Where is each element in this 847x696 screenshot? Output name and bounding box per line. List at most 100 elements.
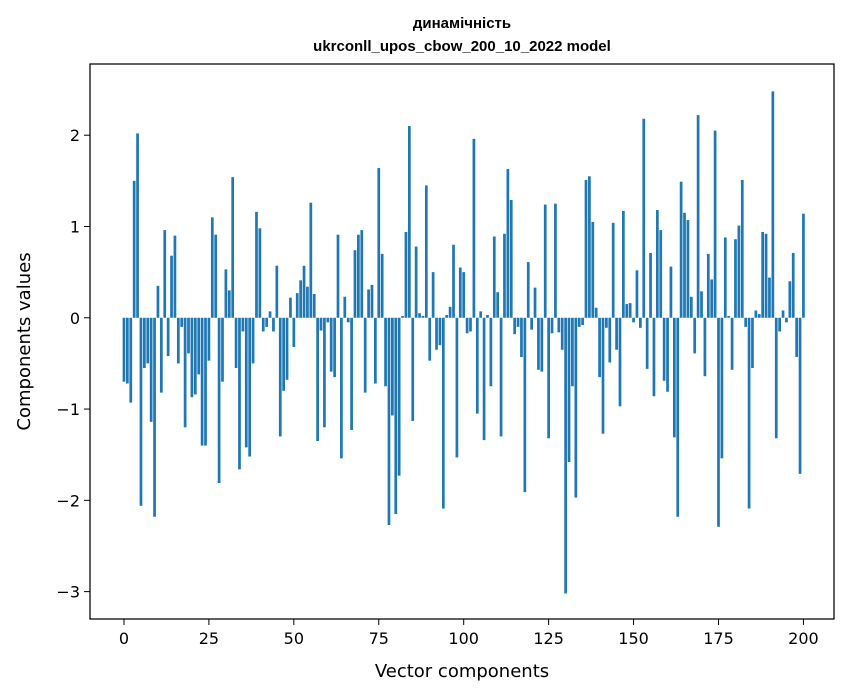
bar	[635, 270, 639, 318]
bar	[421, 315, 425, 318]
bar	[730, 317, 734, 370]
bar	[173, 235, 177, 318]
bar	[343, 296, 347, 318]
bar	[193, 317, 197, 395]
bar	[666, 317, 669, 392]
bar	[424, 185, 428, 318]
bar	[564, 317, 567, 594]
bar	[642, 118, 646, 318]
bar	[785, 317, 788, 323]
bar	[149, 317, 153, 422]
bar	[336, 234, 340, 318]
bar	[435, 317, 438, 350]
bar	[520, 317, 523, 358]
bar	[533, 287, 537, 318]
bar	[676, 317, 680, 517]
bar	[588, 176, 591, 318]
chart-title-line-1: динамічність	[413, 15, 511, 32]
bar	[506, 168, 510, 318]
bar	[526, 262, 530, 318]
bar	[306, 286, 309, 318]
bar	[238, 317, 241, 470]
bar	[652, 317, 656, 397]
bar	[363, 317, 367, 393]
bar	[475, 317, 479, 414]
bar	[265, 317, 269, 327]
bar	[251, 317, 255, 364]
bar	[210, 217, 214, 318]
x-tick-label: 125	[533, 629, 564, 648]
bar	[503, 233, 506, 318]
bar	[139, 317, 143, 506]
bar	[445, 315, 449, 318]
bar	[761, 231, 765, 318]
bar	[543, 204, 547, 318]
bar	[679, 181, 683, 318]
bar	[323, 317, 326, 428]
bar	[333, 317, 336, 378]
bar	[744, 317, 748, 327]
bar	[258, 228, 262, 318]
x-tick-label: 200	[788, 629, 819, 648]
bar	[781, 310, 785, 318]
bar	[669, 266, 673, 318]
bar	[204, 317, 207, 446]
bar	[255, 211, 258, 318]
bar	[397, 317, 401, 476]
bar	[350, 317, 353, 431]
bar	[757, 314, 761, 318]
bar	[693, 317, 697, 354]
bar	[683, 212, 686, 318]
bar	[611, 222, 615, 318]
bar	[455, 317, 459, 458]
bar	[377, 168, 381, 318]
bar	[404, 231, 408, 318]
y-tick-label: −2	[56, 491, 80, 510]
bar	[272, 317, 275, 332]
bar	[411, 317, 415, 421]
bar	[316, 317, 319, 441]
bar	[261, 317, 265, 332]
bar	[717, 317, 720, 527]
bar	[458, 267, 462, 318]
bar	[768, 277, 771, 318]
bar	[486, 315, 489, 318]
bar	[387, 317, 391, 525]
bar	[224, 269, 228, 318]
bar	[360, 230, 364, 318]
bar	[431, 272, 435, 318]
bar	[560, 317, 564, 350]
bar	[479, 311, 483, 318]
bar	[659, 230, 663, 318]
bar	[703, 317, 707, 377]
bar	[723, 237, 727, 318]
bar	[441, 317, 445, 509]
bar	[523, 317, 527, 493]
bar	[720, 317, 724, 459]
x-tick-label: 175	[703, 629, 734, 648]
bar	[357, 234, 360, 318]
bar	[428, 317, 432, 361]
bar	[727, 315, 731, 318]
x-tick-label: 100	[448, 629, 479, 648]
bar	[625, 304, 629, 318]
bar	[465, 317, 469, 334]
bar	[278, 317, 282, 437]
bar	[672, 317, 676, 438]
bar	[414, 246, 418, 318]
bar	[581, 317, 584, 326]
bar	[217, 317, 221, 483]
bar	[370, 284, 374, 318]
y-tick-label: 1	[70, 217, 80, 236]
x-tick-label: 0	[119, 629, 129, 648]
bar	[326, 317, 330, 323]
bar	[601, 317, 605, 434]
bar	[737, 225, 741, 318]
bar	[156, 285, 160, 318]
bar	[285, 317, 289, 380]
bar	[418, 313, 421, 318]
bar	[241, 317, 245, 332]
bar	[734, 239, 737, 318]
bar	[788, 281, 792, 318]
bar	[615, 317, 618, 350]
